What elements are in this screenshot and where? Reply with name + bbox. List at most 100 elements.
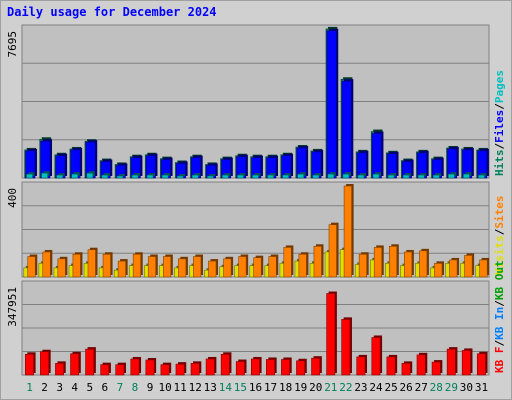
bar-kb-f bbox=[190, 363, 200, 376]
legend-files: Files bbox=[493, 110, 506, 143]
legend-pages: Pages bbox=[493, 70, 506, 103]
bar-kb-f bbox=[40, 351, 49, 376]
bar-kb-f bbox=[55, 363, 65, 376]
bar-pages bbox=[342, 173, 350, 179]
bar-sites bbox=[238, 256, 247, 278]
bar-pages-shadow bbox=[58, 173, 65, 176]
day-label: 5 bbox=[86, 381, 93, 394]
bar-kb-f bbox=[235, 361, 245, 376]
bar-kb-f bbox=[371, 337, 381, 376]
panel-middle-legend: Visits/Sites bbox=[493, 196, 506, 276]
bar-sites bbox=[434, 263, 443, 278]
bar-kb-f bbox=[205, 358, 215, 376]
legend-separator: / bbox=[493, 143, 506, 150]
bar-files bbox=[341, 80, 352, 179]
legend-separator: / bbox=[493, 340, 506, 347]
legend-separator: / bbox=[493, 103, 506, 110]
day-label: 10 bbox=[158, 381, 171, 394]
bar-pages bbox=[267, 174, 274, 179]
bar-pages-shadow bbox=[209, 174, 216, 176]
bar-sites bbox=[42, 251, 51, 278]
bar-pages bbox=[101, 174, 109, 179]
bar-sites bbox=[117, 260, 126, 278]
bar-pages bbox=[131, 174, 139, 179]
day-label: 12 bbox=[189, 381, 202, 394]
bar-sites bbox=[358, 253, 367, 278]
day-label: 3 bbox=[56, 381, 63, 394]
bar-sites bbox=[388, 245, 398, 278]
bar-sites bbox=[208, 260, 217, 278]
bar-kb-f bbox=[160, 364, 170, 376]
bar-sites bbox=[283, 247, 292, 278]
bar-pages bbox=[297, 173, 305, 179]
panel-bottom-legend: KB F/KB In/KB Out bbox=[493, 260, 506, 373]
bar-pages bbox=[327, 173, 335, 179]
day-label: 6 bbox=[102, 381, 109, 394]
bar-sites bbox=[343, 185, 352, 278]
day-label: 14 bbox=[219, 381, 233, 394]
bar-kb-f bbox=[341, 319, 351, 376]
bar-sites bbox=[464, 255, 473, 278]
bar-pages bbox=[71, 173, 79, 179]
bar-sites bbox=[313, 245, 322, 278]
bar-sites bbox=[449, 259, 458, 278]
bar-pages-shadow bbox=[420, 173, 427, 176]
bar-pages-shadow bbox=[284, 173, 291, 176]
day-label: 1 bbox=[26, 381, 33, 394]
bar-sites bbox=[147, 256, 157, 278]
bar-pages-shadow bbox=[254, 173, 261, 176]
legend-kb-f: KB F bbox=[493, 347, 506, 374]
bar-pages-shadow bbox=[103, 173, 110, 176]
bar-pages bbox=[448, 173, 455, 179]
bar-sites bbox=[193, 256, 202, 278]
bar-kb-f bbox=[130, 358, 140, 376]
legend-hits: Hits bbox=[493, 150, 506, 177]
day-label: 4 bbox=[71, 381, 78, 394]
day-label: 8 bbox=[132, 381, 139, 394]
bar-kb-f bbox=[401, 363, 411, 376]
bar-pages bbox=[432, 174, 440, 179]
bar-pages-shadow bbox=[359, 173, 366, 176]
bar-pages bbox=[56, 174, 63, 179]
day-label: 25 bbox=[384, 381, 397, 394]
panel-top-ymax-label: 7695 bbox=[6, 31, 19, 58]
bar-kb-f bbox=[220, 354, 230, 376]
bar-pages-shadow bbox=[118, 174, 125, 176]
bar-sites bbox=[87, 249, 96, 278]
bar-sites bbox=[298, 253, 307, 278]
bar-pages bbox=[116, 175, 124, 179]
day-label: 13 bbox=[204, 381, 217, 394]
bar-sites bbox=[27, 256, 36, 278]
day-label: 24 bbox=[369, 381, 383, 394]
bar-pages bbox=[478, 174, 485, 179]
bar-kb-f bbox=[461, 350, 471, 376]
bar-pages bbox=[387, 174, 395, 179]
bar-pages-shadow bbox=[164, 173, 171, 176]
day-label: 30 bbox=[460, 381, 473, 394]
legend-kb-in: KB In bbox=[493, 307, 506, 340]
bar-sites bbox=[479, 259, 488, 278]
bar-pages-shadow bbox=[179, 174, 186, 176]
bar-sites bbox=[163, 256, 172, 278]
bar-pages bbox=[282, 174, 289, 179]
bar-pages-shadow bbox=[224, 173, 231, 176]
day-label: 20 bbox=[309, 381, 322, 394]
bar-kb-f bbox=[25, 354, 34, 376]
bar-files bbox=[371, 133, 382, 179]
day-label: 9 bbox=[147, 381, 154, 394]
bar-kb-f bbox=[416, 354, 426, 376]
day-label: 16 bbox=[249, 381, 262, 394]
bar-pages bbox=[402, 174, 410, 179]
bar-pages bbox=[463, 173, 470, 179]
bar-sites bbox=[132, 253, 142, 278]
bar-kb-f bbox=[100, 364, 110, 376]
bar-pages bbox=[86, 172, 94, 179]
bar-pages bbox=[191, 174, 199, 179]
bar-pages bbox=[237, 174, 244, 179]
bar-kb-f bbox=[70, 353, 80, 376]
bar-sites bbox=[102, 253, 111, 278]
bar-pages bbox=[252, 174, 259, 179]
day-label: 21 bbox=[324, 381, 337, 394]
bar-pages bbox=[206, 175, 214, 179]
bar-kb-f bbox=[311, 357, 321, 376]
